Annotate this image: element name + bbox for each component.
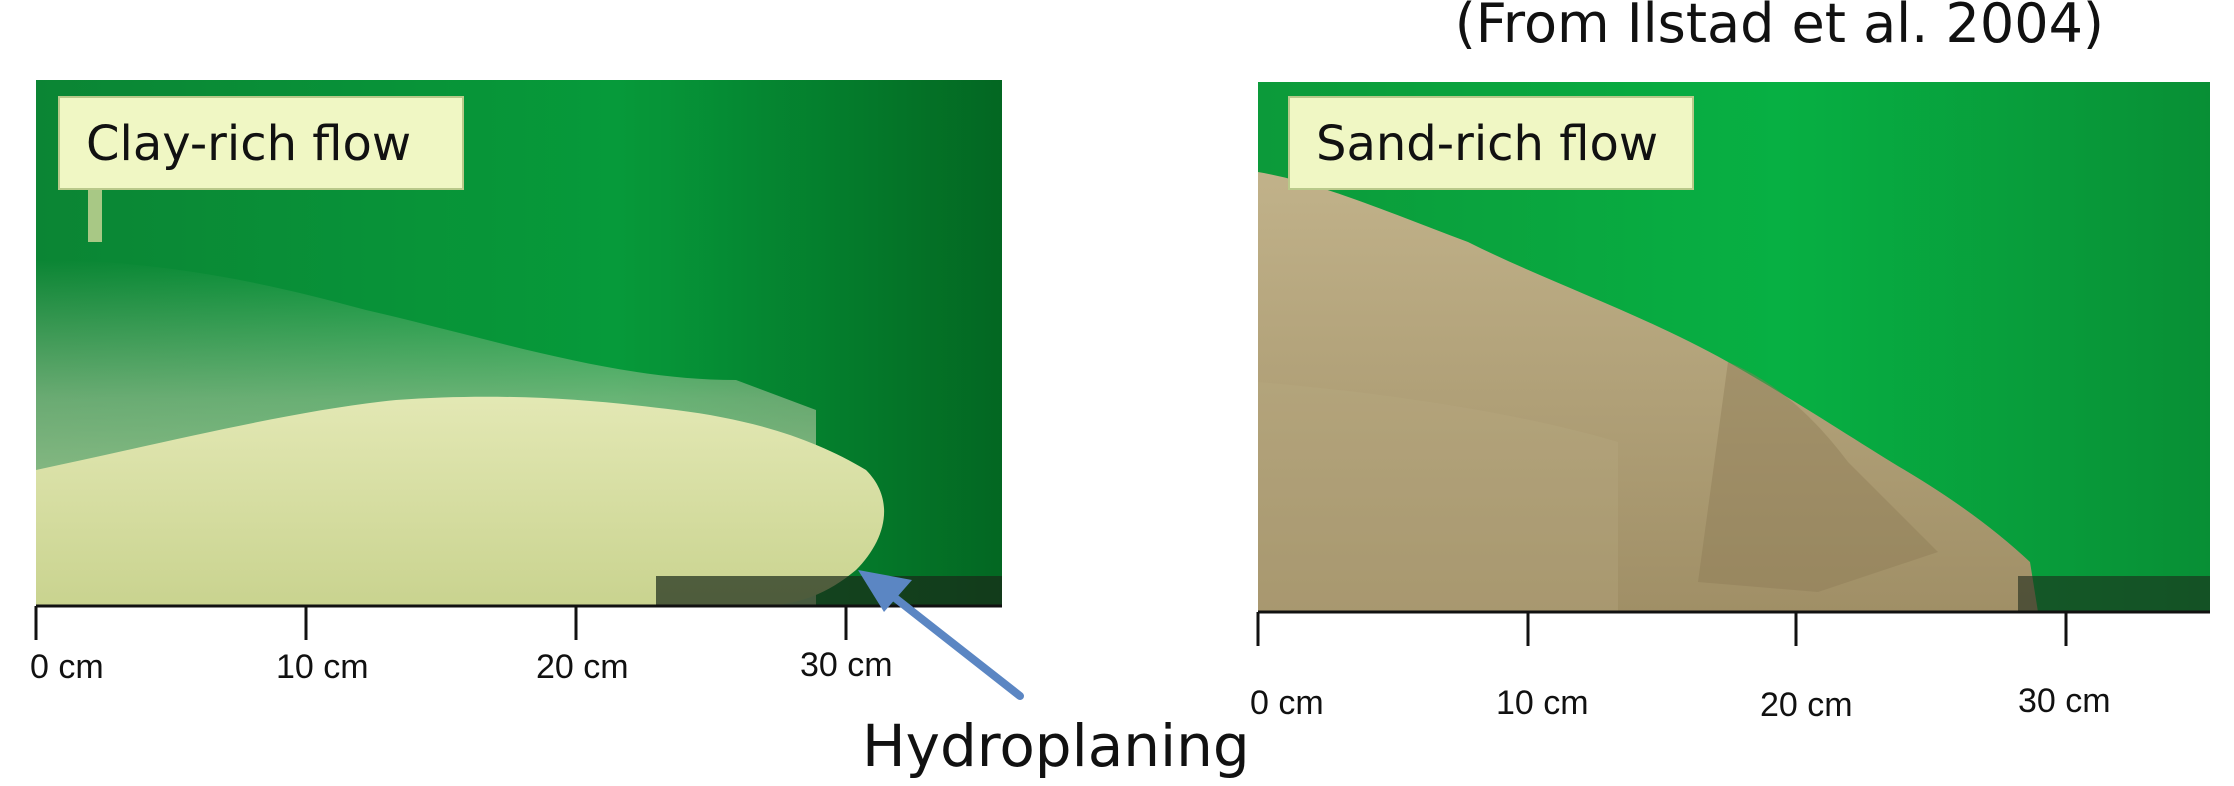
clay-rich-flow-label: Clay-rich flow xyxy=(58,96,464,190)
hydroplaning-arrow xyxy=(858,570,1024,700)
left-tick-label: 20 cm xyxy=(536,648,629,686)
right-scale-bar xyxy=(1256,610,2210,646)
hydroplaning-label: Hydroplaning xyxy=(862,712,1250,780)
left-tick-label: 0 cm xyxy=(30,648,104,686)
left-tick-label: 10 cm xyxy=(276,648,369,686)
right-tick-label: 30 cm xyxy=(2018,682,2111,720)
right-tick-label: 10 cm xyxy=(1496,684,1589,722)
right-tick-label: 20 cm xyxy=(1760,686,1853,724)
sand-rich-flow-label: Sand-rich flow xyxy=(1288,96,1694,190)
right-tick-label: 0 cm xyxy=(1250,684,1324,722)
left-tick-label: 30 cm xyxy=(800,646,893,684)
left-scale-bar xyxy=(34,604,1002,640)
citation-text: (From Ilstad et al. 2004) xyxy=(1454,0,2104,55)
